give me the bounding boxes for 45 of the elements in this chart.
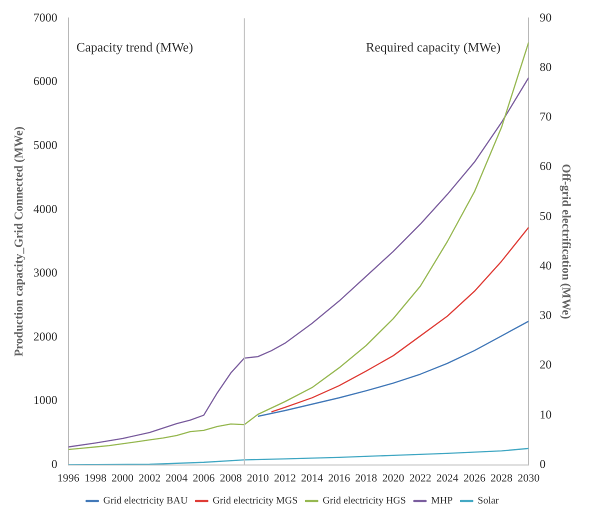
x-tick-label: 2000: [112, 472, 134, 484]
y-axis-title: Production capacity_Grid Connected (MWe): [11, 126, 26, 357]
x-tick-label: 2006: [192, 472, 216, 484]
x-tick-label: 2018: [355, 472, 378, 484]
y2-tick-label: 20: [540, 358, 552, 372]
annotation: Required capacity (MWe): [366, 40, 501, 55]
y-tick-label: 0: [51, 456, 58, 471]
x-tick-label: 2014: [301, 472, 324, 484]
annotation: Capacity trend (MWe): [76, 40, 194, 55]
legend-label: Solar: [478, 496, 500, 507]
y2-tick-label: 50: [540, 208, 552, 223]
y-tick-label: 7000: [33, 10, 58, 24]
x-tick-label: 2030: [518, 472, 540, 484]
x-tick-label: 2010: [246, 472, 270, 484]
y-tick-label: 5000: [33, 138, 58, 152]
y2-tick-label: 0: [540, 456, 546, 471]
x-tick-label: 2002: [138, 472, 161, 484]
x-tick-label: 1996: [57, 472, 80, 484]
x-tick-label: 1998: [84, 472, 107, 484]
y2-tick-label: 90: [540, 10, 552, 24]
y-tick-label: 4000: [33, 202, 58, 216]
x-tick-label: 2020: [382, 472, 405, 484]
y2-tick-label: 80: [540, 60, 552, 74]
y2-tick-label: 10: [540, 407, 552, 422]
x-tick-label: 2024: [436, 472, 459, 484]
legend-label: Grid electricity MGS: [212, 496, 298, 507]
y2-tick-label: 60: [540, 159, 552, 174]
x-tick-label: 2008: [220, 472, 242, 484]
x-tick-label: 2012: [274, 472, 296, 484]
x-tick-label: 2022: [409, 472, 432, 484]
y2-tick-label: 30: [540, 308, 552, 322]
x-tick-label: 2026: [463, 472, 486, 484]
y-tick-label: 6000: [33, 74, 58, 88]
x-tick-label: 2004: [166, 472, 188, 484]
x-tick-label: 2016: [328, 472, 351, 484]
x-tick-label: 2028: [490, 472, 514, 484]
y2-tick-label: 70: [540, 110, 552, 124]
y2-tick-label: 40: [540, 258, 552, 272]
legend-label: Grid electricity HGS: [322, 496, 406, 507]
legend-label: Grid electricity BAU: [103, 496, 188, 507]
y-tick-label: 1000: [33, 393, 58, 408]
y2-axis-title: Off-grid electrification (MWe): [560, 164, 574, 320]
y-tick-label: 2000: [33, 329, 58, 344]
legend-label: MHP: [430, 496, 454, 507]
y-tick-label: 3000: [33, 266, 58, 280]
